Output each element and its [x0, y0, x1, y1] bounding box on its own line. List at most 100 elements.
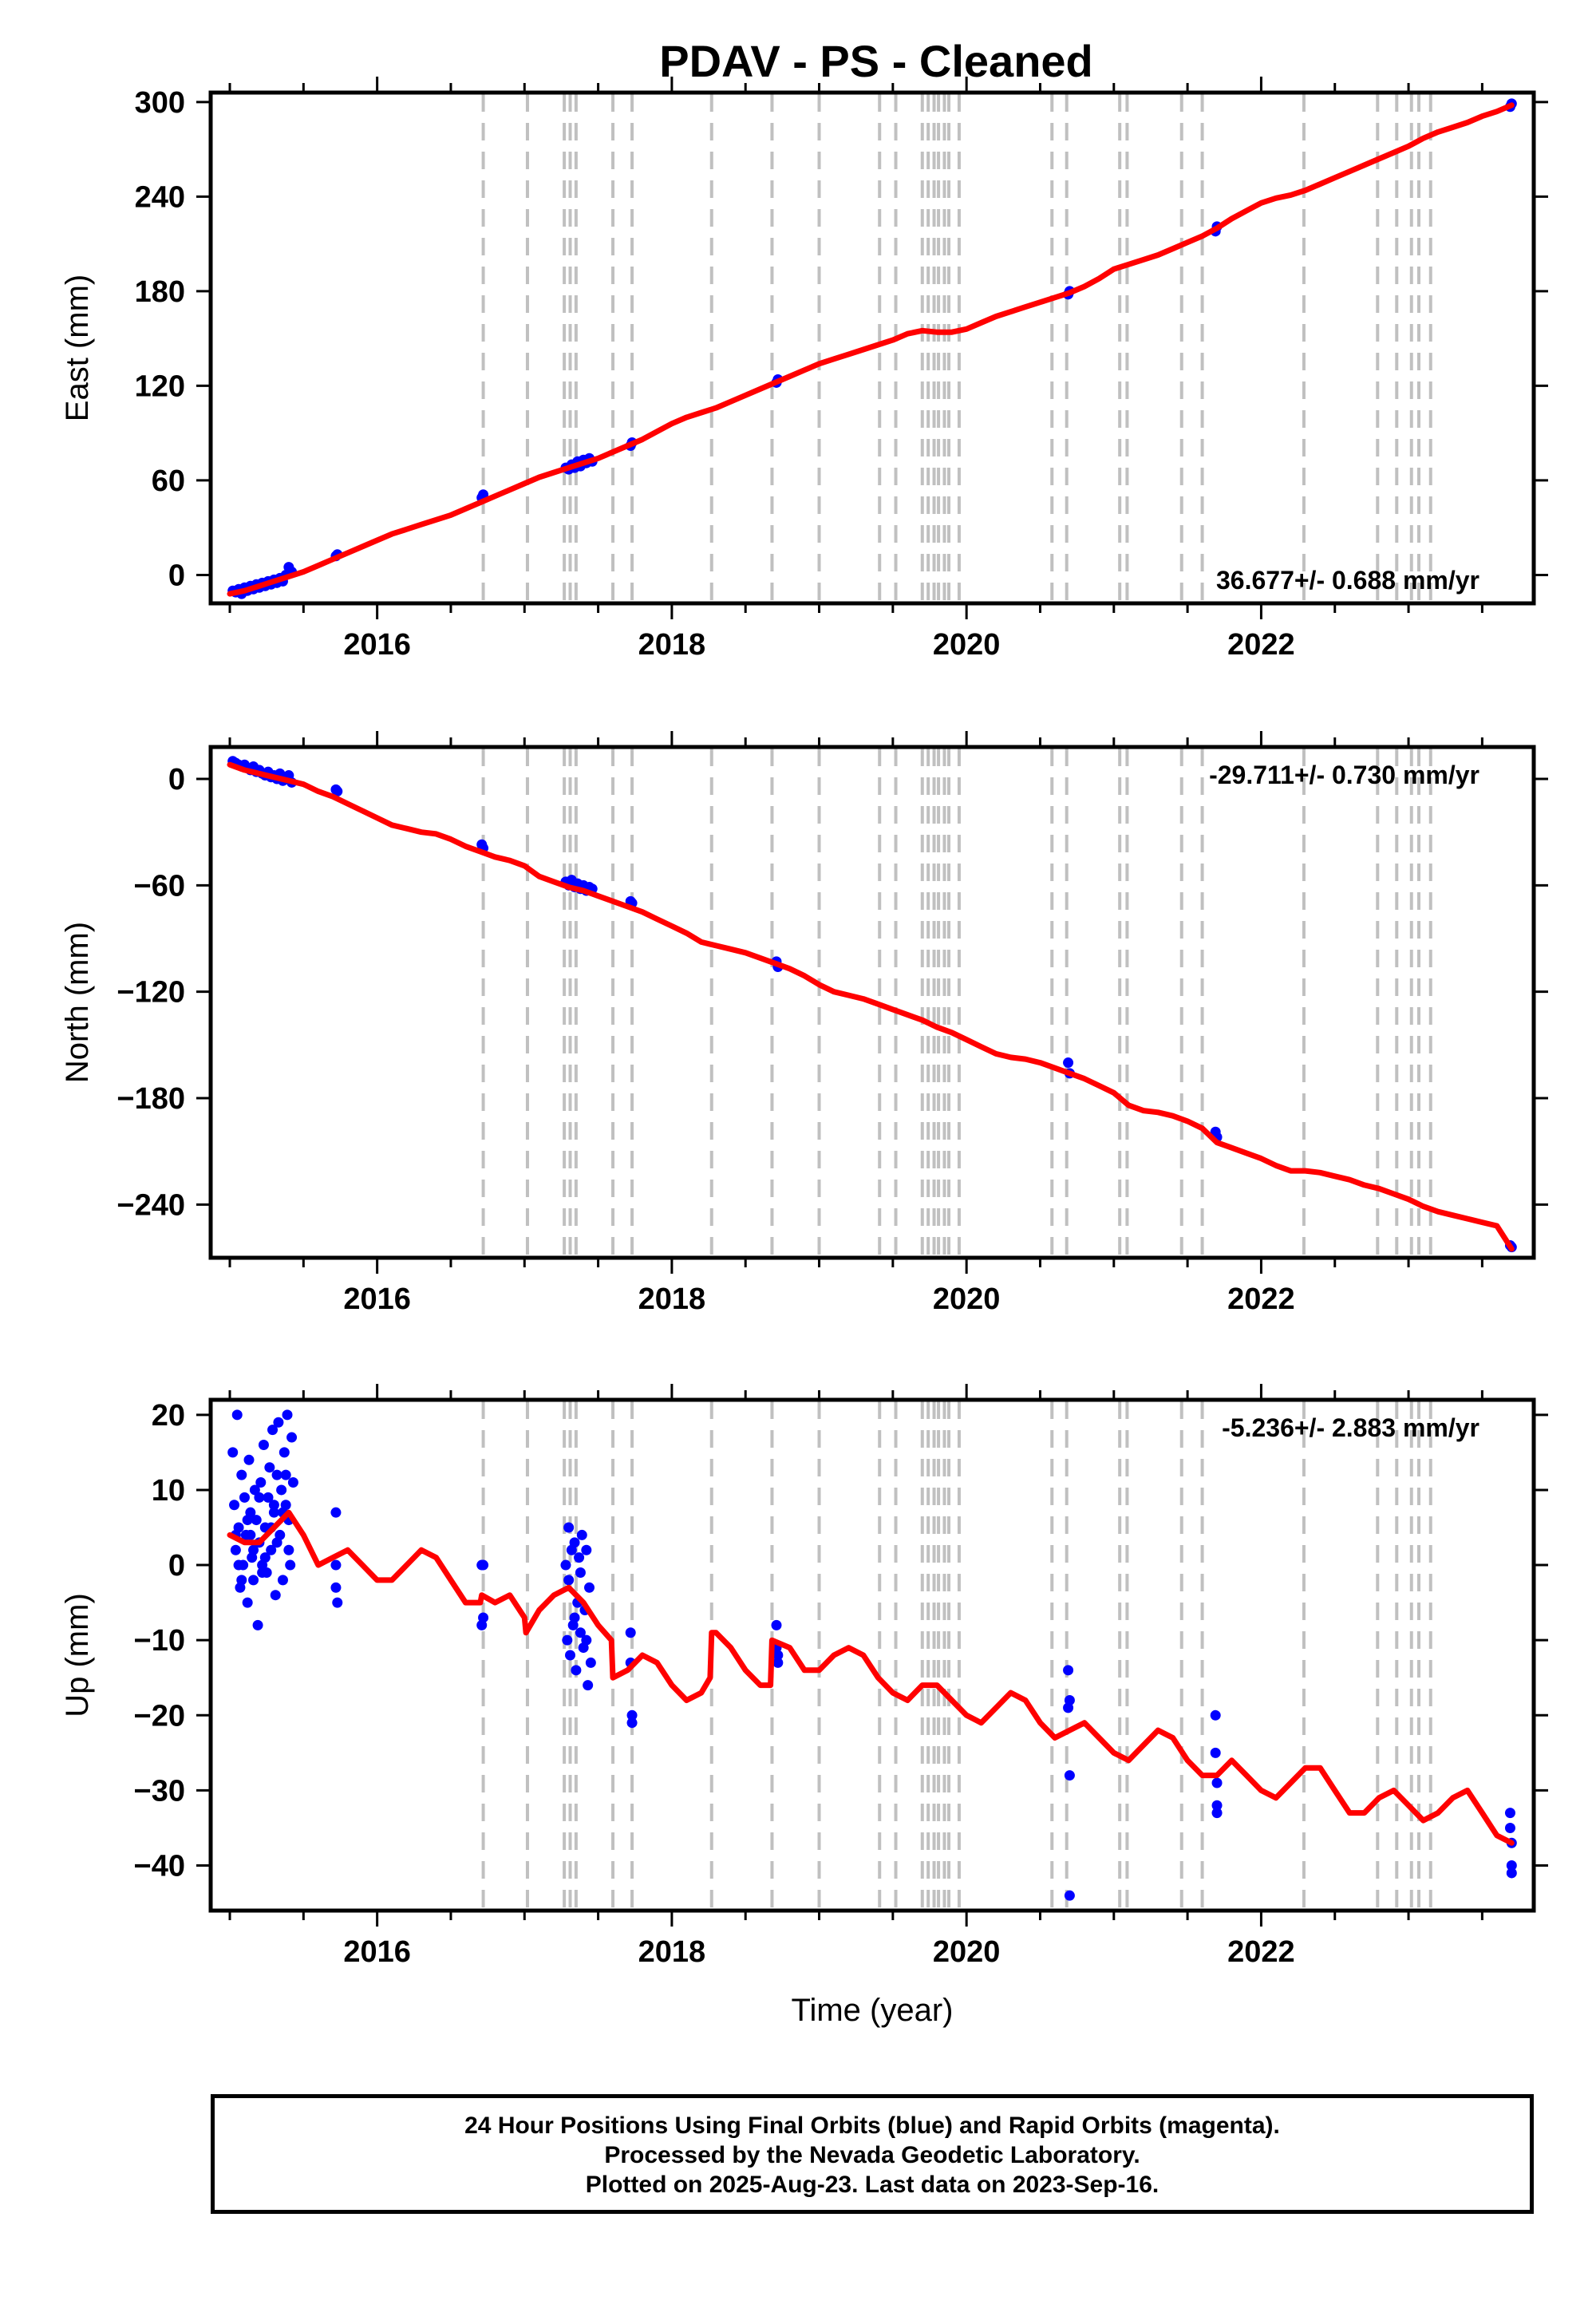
up-data-point: [478, 1559, 489, 1571]
up-data-point: [231, 1409, 243, 1421]
up-data-point: [277, 1575, 288, 1586]
up-y-tick-label: −20: [134, 1699, 185, 1733]
east-x-tick-label: 2020: [933, 628, 1001, 662]
up-data-point: [584, 1582, 595, 1593]
up-x-tick-label: 2022: [1227, 1935, 1295, 1969]
up-data-point: [236, 1575, 247, 1586]
up-data-point: [562, 1634, 573, 1646]
up-data-point: [571, 1665, 582, 1676]
up-data-point: [563, 1522, 575, 1533]
up-data-point: [569, 1612, 580, 1623]
up-data-point: [626, 1709, 638, 1721]
up-data-point: [565, 1650, 576, 1661]
up-data-point: [287, 1477, 298, 1488]
up-y-axis-label: Up (mm): [60, 1593, 95, 1717]
east-y-tick-label: 240: [135, 180, 185, 214]
up-y-tick-label: −30: [134, 1774, 185, 1808]
up-data-point: [583, 1680, 594, 1691]
up-data-point: [233, 1559, 244, 1571]
up-data-point: [264, 1462, 275, 1473]
up-data-point: [626, 1717, 638, 1729]
up-data-point: [1064, 1890, 1075, 1901]
east-x-tick-label: 2018: [638, 628, 706, 662]
up-data-point: [252, 1619, 263, 1630]
up-data-point: [581, 1544, 592, 1555]
north-data-point: [1063, 1057, 1074, 1069]
east-y-tick-label: 60: [152, 464, 185, 498]
up-data-point: [243, 1454, 255, 1465]
east-y-tick-label: 120: [135, 370, 185, 403]
east-y-tick-label: 300: [135, 86, 185, 120]
up-x-tick-label: 2016: [343, 1935, 411, 1969]
north-x-tick-label: 2022: [1227, 1282, 1295, 1316]
up-data-point: [772, 1657, 784, 1668]
east-y-tick-label: 0: [168, 559, 185, 592]
up-data-point: [268, 1500, 279, 1511]
up-data-point: [1064, 1770, 1075, 1781]
up-data-point: [772, 1650, 784, 1661]
north-y-axis-label: North (mm): [60, 922, 95, 1083]
up-x-axis-label: Time (year): [792, 1993, 954, 2028]
up-data-point: [285, 1559, 296, 1571]
up-data-point: [245, 1529, 256, 1540]
east-y-tick-label: 180: [135, 275, 185, 309]
east-rate-label: 36.677+/- 0.688 mm/yr: [1216, 566, 1479, 595]
caption-line-1: 24 Hour Positions Using Final Orbits (bl…: [464, 2112, 1280, 2139]
east-x-tick-label: 2022: [1227, 628, 1295, 662]
up-data-point: [1506, 1867, 1517, 1879]
up-data-point: [1506, 1860, 1517, 1871]
panel-north: 2016 2018 2020 2022 0 −60 −120 −180 −240 North (m…: [60, 731, 1548, 1316]
up-data-point: [271, 1537, 282, 1548]
north-x-tick-label: 2020: [933, 1282, 1001, 1316]
up-data-point: [229, 1500, 240, 1511]
up-data-point: [330, 1507, 342, 1518]
north-data-point: [332, 786, 343, 797]
up-data-point: [585, 1657, 596, 1668]
up-data-point: [771, 1619, 782, 1630]
up-data-point: [271, 1469, 282, 1480]
panel-east: 2016 2018 2020 2022 0 60 120 180 240 300 East (mm)…: [60, 77, 1548, 662]
up-y-tick-label: 20: [152, 1399, 185, 1433]
up-data-point: [268, 1507, 279, 1518]
up-data-point: [263, 1492, 274, 1503]
up-rate-label: -5.236+/- 2.883 mm/yr: [1222, 1413, 1479, 1442]
up-data-point: [1504, 1808, 1515, 1819]
chart-title: PDAV - PS - Cleaned: [659, 36, 1093, 86]
up-data-point: [248, 1575, 259, 1586]
up-data-point: [280, 1469, 291, 1480]
up-y-tick-label: −40: [134, 1850, 185, 1883]
up-data-point: [569, 1537, 580, 1548]
north-y-tick-label: −60: [134, 869, 185, 903]
up-data-point: [1211, 1800, 1223, 1811]
up-data-point: [560, 1559, 571, 1571]
up-data-point: [1210, 1709, 1221, 1721]
up-data-point: [276, 1484, 287, 1496]
up-y-tick-label: 10: [152, 1474, 185, 1508]
up-data-point: [239, 1492, 250, 1503]
up-x-tick-label: 2020: [933, 1935, 1001, 1969]
up-data-point: [1210, 1747, 1221, 1758]
north-y-tick-label: −240: [117, 1188, 185, 1222]
up-data-point: [1211, 1777, 1223, 1788]
up-data-point: [273, 1417, 284, 1428]
up-data-point: [248, 1544, 259, 1555]
up-y-tick-label: −10: [134, 1624, 185, 1658]
north-model-line: [227, 761, 1515, 1252]
up-data-point: [576, 1529, 587, 1540]
up-data-point: [259, 1552, 271, 1563]
up-y-tick-label: 0: [168, 1549, 185, 1583]
up-data-point: [242, 1515, 253, 1526]
up-data-point: [251, 1515, 262, 1526]
up-data-point: [286, 1432, 298, 1443]
up-data-point: [279, 1447, 290, 1458]
up-data-point: [258, 1439, 269, 1450]
north-axes-frame: [208, 745, 1536, 1260]
north-y-tick-label: 0: [168, 763, 185, 796]
north-x-tick-label: 2016: [343, 1282, 411, 1316]
up-data-point: [330, 1582, 342, 1593]
up-data-point: [563, 1575, 575, 1586]
up-data-point: [242, 1597, 253, 1608]
up-data-point: [625, 1627, 636, 1638]
up-data-point: [332, 1597, 343, 1608]
